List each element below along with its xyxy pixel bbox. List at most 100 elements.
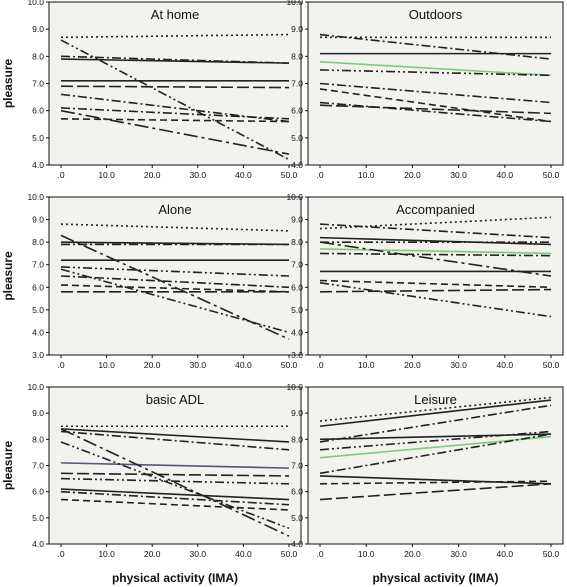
y-tick-label: 9.0 — [32, 24, 44, 34]
y-tick-label: 10.0 — [27, 192, 44, 202]
series-line-8 — [319, 279, 552, 289]
x-tick-label: 30.0 — [450, 170, 467, 180]
y-tick-label: 4.0 — [32, 160, 44, 170]
series-line-5 — [319, 248, 552, 255]
x-tick-label: 50.0 — [281, 360, 298, 370]
x-tick-label: 20.0 — [144, 549, 161, 559]
x-tick-label: 30.0 — [190, 360, 207, 370]
y-tick-label: 10.0 — [27, 382, 44, 392]
y-tick-label: 4.0 — [291, 160, 303, 170]
y-tick-label: 5.0 — [291, 513, 303, 523]
chart-panel-3: 3.0 4.0 5.0 6.0 7.0 8.0 9.0 10.0 .0 10.0 20.0 30.0 4… — [1, 192, 302, 370]
x-tick-label: 30.0 — [450, 360, 467, 370]
x-tick-label: 40.0 — [497, 360, 514, 370]
y-tick-label: 5.0 — [291, 133, 303, 143]
y-tick-label: 8.0 — [32, 434, 44, 444]
series-line-4 — [319, 60, 552, 77]
x-tick-label: 50.0 — [543, 549, 560, 559]
series-line-7 — [60, 107, 290, 120]
x-axis-label: physical activity (IMA) — [112, 571, 238, 585]
series-line-1 — [319, 216, 552, 230]
y-tick-label: 4.0 — [32, 327, 44, 337]
series-line-7 — [319, 88, 552, 123]
series-line-9 — [60, 498, 290, 511]
series-line-9 — [60, 234, 290, 340]
series-line-2 — [319, 33, 552, 60]
x-tick-label: 40.0 — [497, 170, 514, 180]
x-tick-label: 40.0 — [235, 360, 252, 370]
x-tick-label: 30.0 — [450, 549, 467, 559]
series-line-9 — [60, 39, 290, 161]
series-line-9 — [319, 480, 552, 485]
x-tick-label: .0 — [57, 170, 64, 180]
series-line-7 — [60, 284, 290, 293]
x-tick-label: 30.0 — [190, 549, 207, 559]
y-tick-label: 7.0 — [291, 79, 303, 89]
y-tick-label: 6.0 — [291, 487, 303, 497]
series-line-5 — [319, 69, 552, 77]
series-line-8 — [319, 101, 552, 123]
series-line-1 — [319, 396, 552, 422]
series-line-8 — [319, 475, 552, 485]
series-line-10 — [60, 109, 290, 155]
series-line-3 — [60, 430, 290, 451]
y-tick-label: 10.0 — [286, 0, 303, 7]
x-axis-label: physical activity (IMA) — [372, 571, 498, 585]
x-tick-label: 10.0 — [358, 170, 375, 180]
y-tick-label: 4.0 — [291, 539, 303, 549]
plot-area — [307, 196, 564, 356]
series-line-3 — [319, 404, 552, 443]
series-line-2 — [319, 223, 552, 239]
y-tick-label: 10.0 — [286, 382, 303, 392]
series-line-8 — [60, 490, 290, 506]
x-tick-label: 50.0 — [543, 170, 560, 180]
series-line-10 — [60, 428, 290, 537]
y-tick-label: 8.0 — [291, 434, 303, 444]
x-tick-label: 10.0 — [358, 360, 375, 370]
series-line-1 — [60, 33, 290, 39]
y-tick-label: 3.0 — [32, 350, 44, 360]
y-tick-label: 8.0 — [291, 51, 303, 61]
series-line-6 — [319, 82, 552, 104]
y-tick-label: 5.0 — [32, 305, 44, 315]
panel-title: Accompanied — [396, 202, 475, 217]
series-line-5 — [60, 472, 290, 477]
y-tick-label: 4.0 — [32, 539, 44, 549]
x-tick-label: 50.0 — [281, 170, 298, 180]
plot-area — [48, 196, 302, 356]
y-tick-label: 7.0 — [32, 461, 44, 471]
series-line-9 — [319, 288, 552, 293]
series-line-6 — [60, 275, 290, 289]
y-tick-label: 8.0 — [32, 51, 44, 61]
y-axis-label: pleasure — [1, 440, 15, 490]
x-tick-label: .0 — [316, 360, 323, 370]
panel-title: At home — [151, 7, 199, 22]
y-tick-label: 9.0 — [32, 408, 44, 418]
y-tick-label: 6.0 — [32, 487, 44, 497]
chart-panel-1: 4.0 5.0 6.0 7.0 8.0 9.0 10.0 .0 10.0 20.0 30.0 40.0… — [1, 0, 302, 180]
y-tick-label: 7.0 — [32, 79, 44, 89]
series-line-11 — [60, 441, 290, 530]
y-tick-label: 8.0 — [291, 237, 303, 247]
y-tick-label: 6.0 — [32, 282, 44, 292]
series-line-10 — [60, 268, 290, 334]
y-tick-label: 10.0 — [286, 192, 303, 202]
series-line-5 — [319, 430, 552, 451]
series-line-10 — [319, 483, 552, 501]
y-tick-label: 9.0 — [32, 215, 44, 225]
series-line-6 — [60, 477, 290, 485]
series-line-6 — [319, 252, 552, 257]
x-tick-label: 40.0 — [497, 549, 514, 559]
series-line-5 — [60, 266, 290, 277]
x-tick-label: .0 — [316, 549, 323, 559]
x-tick-label: 20.0 — [144, 170, 161, 180]
chart-panel-4: 3.0 4.0 5.0 6.0 7.0 8.0 9.0 10.0 .0 10.0 20.0 30.0 4… — [286, 192, 564, 370]
y-tick-label: 6.0 — [32, 106, 44, 116]
series-line-2 — [60, 428, 290, 443]
y-tick-label: 7.0 — [291, 461, 303, 471]
y-axis-label: pleasure — [1, 58, 15, 108]
panel-title: basic ADL — [146, 392, 205, 407]
panel-title: Outdoors — [409, 7, 463, 22]
y-axis-label: pleasure — [1, 251, 15, 301]
